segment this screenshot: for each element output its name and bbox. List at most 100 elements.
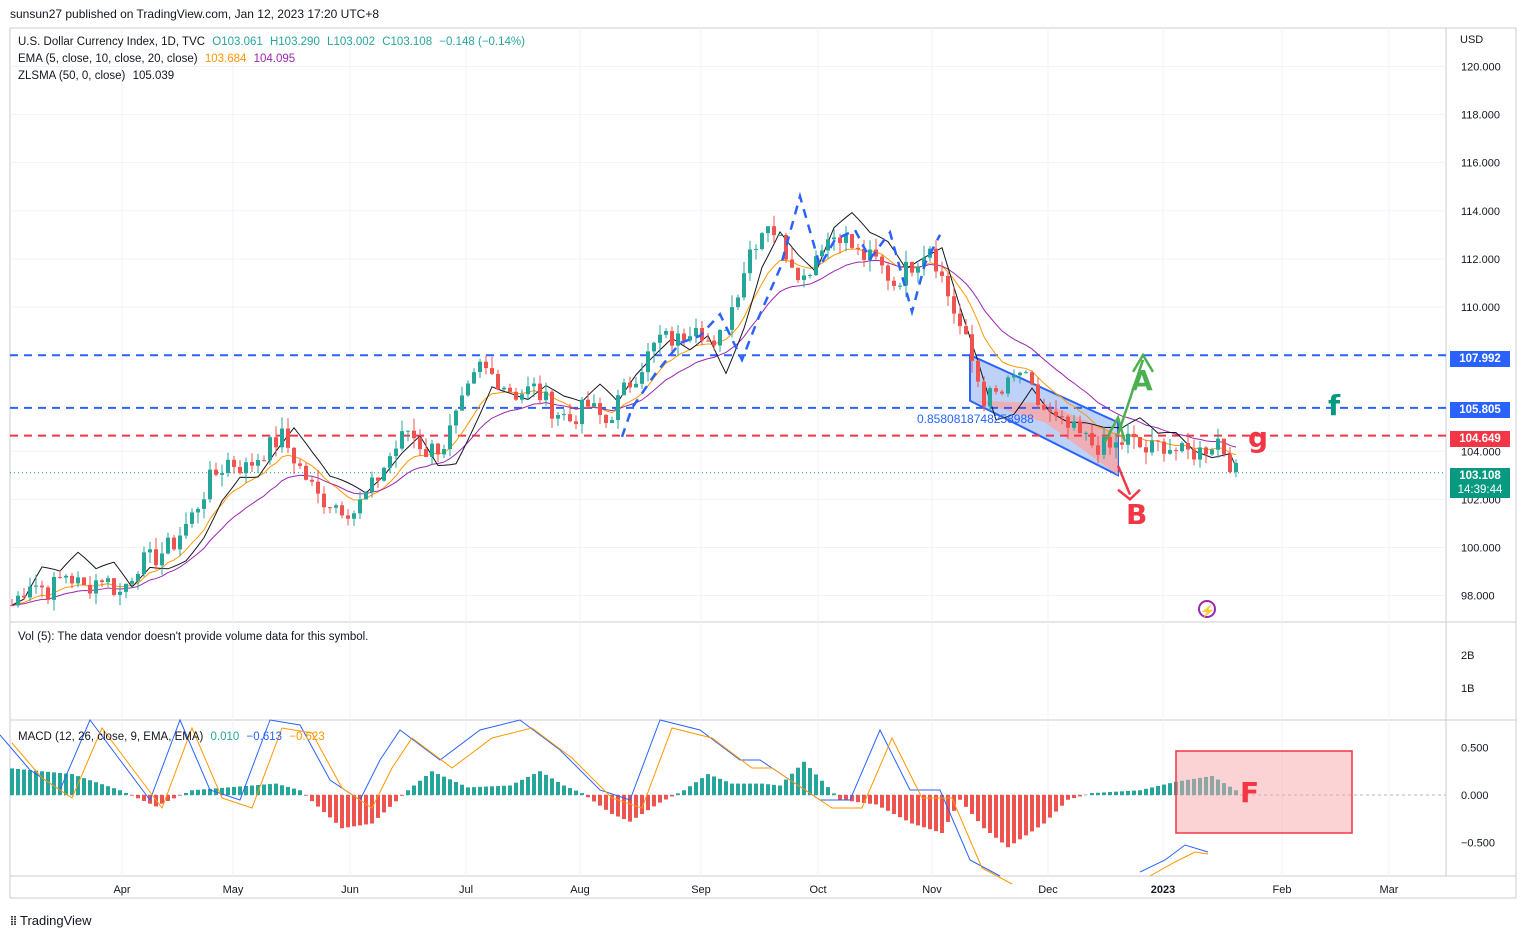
- candle-body: [592, 403, 596, 407]
- tradingview-mark-icon: ⁞⁞: [10, 913, 17, 928]
- label-g[interactable]: g: [1248, 421, 1269, 454]
- macd-histogram-bar: [178, 795, 182, 796]
- candle-body: [640, 372, 644, 384]
- candle-body: [1204, 447, 1208, 455]
- macd-histogram-bar: [1162, 784, 1166, 795]
- candle-body: [682, 333, 686, 341]
- label-b[interactable]: B: [1126, 498, 1148, 531]
- macd-histogram-bar: [1096, 792, 1100, 795]
- macd-histogram-bar: [424, 776, 428, 795]
- projection-box-f: [1175, 750, 1353, 834]
- candle-body: [76, 577, 80, 584]
- macd-pane: [0, 718, 1446, 885]
- macd-histogram-bar: [412, 785, 416, 795]
- macd-histogram-bar: [304, 795, 308, 796]
- macd-histogram-bar: [778, 785, 782, 795]
- candle-body: [616, 395, 620, 421]
- macd-histogram-bar: [568, 788, 572, 795]
- candle-body: [670, 331, 674, 346]
- candle-body: [262, 460, 266, 462]
- macd-histogram-bar: [1126, 790, 1130, 795]
- macd-histogram-bar: [766, 784, 770, 795]
- candle-body: [880, 256, 884, 266]
- price-tick-label: 112.000: [1461, 254, 1500, 266]
- candle-body: [70, 575, 74, 584]
- candle-body: [850, 234, 854, 248]
- macd-histogram-bar: [406, 790, 410, 795]
- macd-histogram-bar: [874, 795, 878, 805]
- volume-tick-label: 2B: [1461, 650, 1474, 662]
- candle-body: [922, 257, 926, 267]
- time-tick-label: Jun: [341, 884, 359, 896]
- macd-histogram-bar: [1144, 788, 1148, 795]
- candle-body: [400, 431, 404, 449]
- candle-body: [1156, 440, 1160, 442]
- ema-slow-line: [11, 259, 1237, 606]
- label-a[interactable]: A: [1131, 364, 1153, 397]
- candle-body: [478, 361, 482, 373]
- candle-body: [1102, 437, 1106, 455]
- macd-histogram-bar: [928, 795, 932, 830]
- ema-value-2: 104.095: [253, 53, 296, 65]
- candle-body: [394, 448, 398, 457]
- candle-body: [634, 383, 638, 388]
- macd-histogram-bar: [22, 769, 26, 795]
- time-tick-label: Nov: [922, 884, 942, 896]
- currency-label: USD: [1460, 34, 1484, 46]
- candle-body: [538, 383, 542, 401]
- macd-histogram-bar: [706, 774, 710, 795]
- tradingview-logo[interactable]: ⁞⁞ TradingView: [10, 913, 92, 928]
- macd-histogram-bar: [184, 792, 188, 795]
- macd-histogram-bar: [1036, 795, 1040, 828]
- macd-histogram-bar: [64, 773, 68, 795]
- macd-histogram-bar: [1132, 790, 1136, 795]
- label-f-box[interactable]: F: [1240, 776, 1260, 809]
- horizontal-levels[interactable]: [10, 354, 1446, 474]
- symbol-legend[interactable]: U.S. Dollar Currency Index, 1D, TVC O103…: [18, 36, 529, 48]
- candle-body: [1090, 432, 1094, 446]
- candle-body: [622, 382, 626, 396]
- candle-body: [424, 449, 428, 457]
- volume-legend[interactable]: Vol (5): The data vendor doesn't provide…: [18, 631, 369, 643]
- elliott-wave-path: [620, 191, 942, 438]
- time-tick-label: Apr: [113, 884, 130, 896]
- last-price: 103.108: [1459, 470, 1501, 482]
- macd-histogram-bar: [826, 787, 830, 795]
- fib-annotation[interactable]: 0.8580818748258988: [917, 412, 1034, 426]
- macd-histogram-bar: [16, 768, 20, 795]
- macd-histogram-bar: [94, 782, 98, 795]
- label-f[interactable]: f: [1328, 389, 1341, 422]
- macd-histogram-bar: [1108, 792, 1112, 795]
- candle-body: [496, 373, 500, 390]
- ohlc-close: C103.108: [382, 36, 433, 48]
- candle-body: [784, 234, 788, 260]
- macd-histogram-bar: [736, 783, 740, 795]
- candle-body: [868, 249, 872, 260]
- candle-body: [436, 443, 440, 455]
- candle-body: [1162, 441, 1166, 454]
- macd-histogram-bar: [208, 788, 212, 795]
- candle-body: [364, 492, 368, 500]
- flash-icon[interactable]: ⚡: [1198, 600, 1216, 618]
- publisher-header: sunsun27 published on TradingView.com, J…: [10, 7, 380, 21]
- macd-histogram-bar: [760, 783, 764, 795]
- candle-body: [232, 459, 236, 467]
- level-tag-104: 104.649: [1450, 431, 1510, 447]
- candle-body: [184, 523, 188, 536]
- macd-histogram-bar: [106, 786, 110, 795]
- candle-body: [856, 247, 860, 249]
- zlsma-legend[interactable]: ZLSMA (50, 0, close) 105.039: [18, 70, 178, 82]
- price-tick-label: 118.000: [1461, 110, 1500, 122]
- macd-histogram-bar: [868, 795, 872, 804]
- ema-legend[interactable]: EMA (5, close, 10, close, 20, close) 103…: [18, 53, 299, 65]
- candle-body: [136, 574, 140, 581]
- candle-body: [238, 466, 242, 474]
- macd-histogram-bar: [244, 785, 248, 795]
- candle-body: [472, 372, 476, 384]
- macd-legend[interactable]: MACD (12, 26, close, 9, EMA, EMA) 0.010 …: [18, 731, 329, 743]
- drawings[interactable]: [620, 191, 1155, 502]
- candle-body: [724, 329, 728, 331]
- candle-body: [796, 267, 800, 281]
- candle-body: [118, 591, 122, 595]
